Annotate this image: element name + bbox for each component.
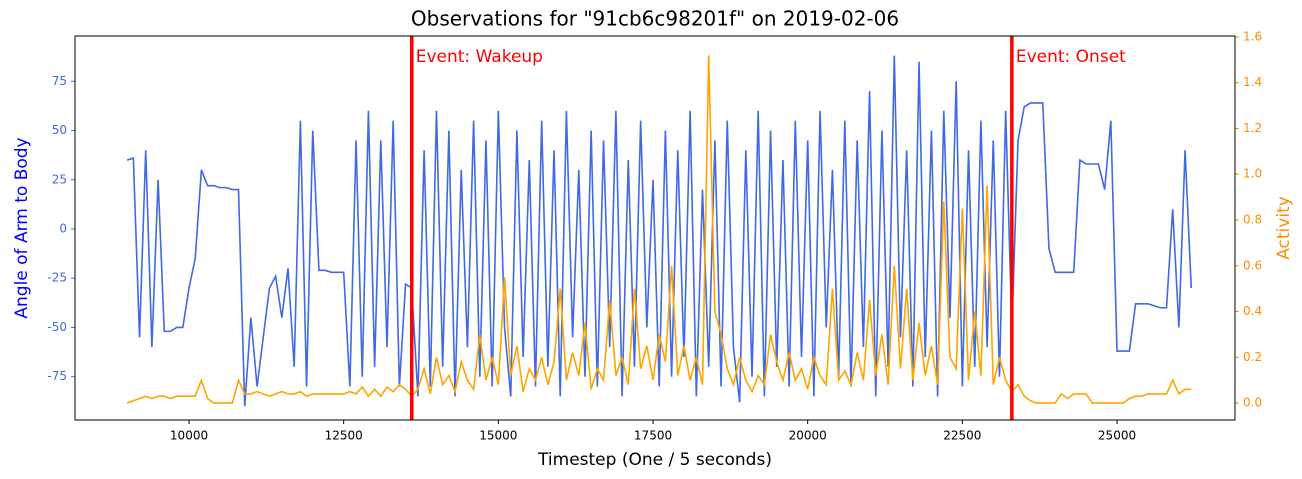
- y2-tick-label: 0.8: [1243, 212, 1262, 226]
- y-tick-label: 75: [52, 74, 67, 88]
- x-axis-label: Timestep (One / 5 seconds): [537, 450, 772, 470]
- y2-tick-label: 0.2: [1243, 350, 1262, 364]
- y-tick-label: -50: [47, 320, 67, 334]
- y2-tick-label: 1.6: [1243, 29, 1262, 43]
- y2-tick-label: 1.2: [1243, 121, 1262, 135]
- x-tick-label: 25000: [1098, 429, 1136, 443]
- chart-title: Observations for "91cb6c98201f" on 2019-…: [411, 7, 899, 31]
- x-tick-label: 22500: [943, 429, 981, 443]
- y-tick-label: 25: [52, 172, 67, 186]
- y-axis-label: Angle of Arm to Body: [12, 137, 32, 318]
- x-tick-label: 20000: [789, 429, 827, 443]
- plot-frame: [74, 35, 1236, 421]
- y2-tick-label: 0.4: [1243, 304, 1262, 318]
- y-tick-label: 0: [59, 221, 67, 235]
- x-tick-label: 15000: [479, 429, 517, 443]
- event-label: Event: Onset: [1016, 47, 1126, 67]
- x-tick-label: 17500: [634, 429, 672, 443]
- y2-tick-label: 1.0: [1243, 167, 1262, 181]
- x-tick-label: 12500: [325, 429, 363, 443]
- y2-tick-label: 1.4: [1243, 75, 1262, 89]
- y-tick-label: -25: [47, 271, 67, 285]
- event-label: Event: Wakeup: [416, 47, 543, 67]
- y-tick-label: -75: [47, 369, 67, 383]
- x-tick-label: 10000: [170, 429, 208, 443]
- y2-axis-label: Activity: [1274, 196, 1294, 260]
- y-tick-label: 50: [52, 123, 67, 137]
- y2-tick-label: 0.6: [1243, 258, 1262, 272]
- series-line: [126, 55, 1192, 404]
- series-line: [126, 55, 1193, 407]
- y2-tick-label: 0.0: [1243, 396, 1262, 410]
